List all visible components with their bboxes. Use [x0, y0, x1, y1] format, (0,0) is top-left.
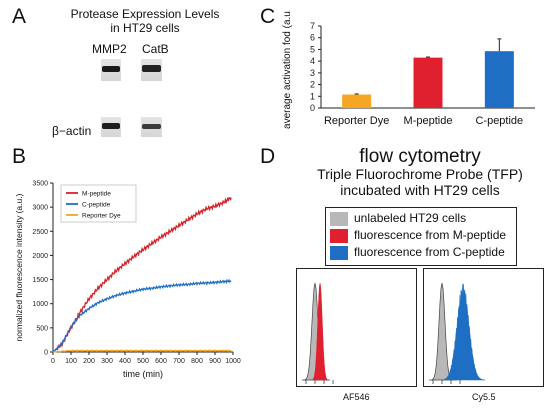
bar-reporter-dye	[342, 94, 372, 108]
bar-y-tick-label: 5	[310, 44, 315, 54]
blot-title-line1: Protease Expression Levels	[70, 7, 220, 21]
flow-subtitle-line1: Triple Fluorochrome Probe (TFP)	[317, 166, 523, 182]
line-x-tick-label: 1000	[225, 358, 241, 365]
blot-row-label-actin: β−actin	[52, 124, 92, 138]
blot-bands	[101, 59, 162, 137]
line-x-tick-label: 700	[173, 358, 185, 365]
line-legend: M-peptide C-peptide Reporter Dye	[60, 184, 137, 223]
bar-category-label: C-peptide	[475, 115, 523, 127]
line-y-tick-label: 3000	[32, 205, 48, 212]
line-y-tick-label: 2500	[32, 229, 48, 236]
line-x-axis-label: time (min)	[123, 369, 163, 379]
flow-xlabel-af546: AF546	[343, 392, 370, 402]
bar-m-peptide	[413, 57, 443, 108]
line-x-tick-label: 400	[119, 358, 131, 365]
bar-y-tick-label: 6	[310, 33, 315, 43]
bar-y-tick-label: 2	[310, 80, 315, 90]
line-y-tick-label: 0	[44, 350, 48, 357]
panel-label-d: D	[260, 145, 276, 168]
blot-col-label-catb: CatB	[142, 42, 169, 56]
line-y-tick-label: 1500	[32, 277, 48, 284]
panel-label-a: A	[12, 5, 27, 28]
bar-y-tick-label: 1	[310, 91, 315, 101]
line-legend-label: C-peptide	[82, 202, 111, 209]
line-series-reporter-dye	[53, 349, 232, 353]
flow-xlabel-cy55: Cy5.5	[472, 392, 496, 402]
blot-band-actin-1	[102, 123, 120, 129]
histogram-labeled-peak	[440, 283, 486, 381]
line-y-tick-label: 500	[36, 325, 48, 332]
bar-y-tick-label: 4	[310, 56, 315, 66]
panel-label-c: C	[260, 5, 276, 28]
flow-subtitle-line2: incubated with HT29 cells	[340, 182, 500, 198]
line-series-c-peptide	[52, 278, 232, 353]
line-x-tick-label: 100	[65, 358, 77, 365]
histogram-labeled-peak	[311, 282, 330, 381]
legend-label-c-peptide: fluorescence from C-peptide	[354, 245, 505, 259]
line-y-tick-label: 2000	[32, 253, 48, 260]
panel-label-b: B	[12, 145, 27, 168]
line-x-tick-label: 600	[155, 358, 167, 365]
line-series-m-peptide	[52, 196, 232, 353]
legend-swatch-m-peptide	[330, 229, 348, 243]
line-x-tick-label: 300	[101, 358, 113, 365]
flow-legend: unlabeled HT29 cells fluorescence from M…	[325, 207, 517, 266]
line-y-tick-label: 3500	[32, 181, 48, 188]
line-x-tick-label: 500	[137, 358, 149, 365]
blot-col-label-mmp2: MMP2	[92, 42, 127, 56]
flow-histogram-af546	[296, 268, 417, 387]
line-y-axis-label: normalized fluorescence intensity (a.u.)	[14, 193, 24, 341]
line-legend-label: Reporter Dye	[82, 213, 121, 220]
bar-category-label: Reporter Dye	[324, 115, 389, 127]
bar-category-label: M-peptide	[404, 115, 453, 127]
bar-y-tick-label: 0	[310, 103, 315, 113]
blot-band-actin-2	[142, 124, 161, 129]
legend-label-unlabeled: unlabeled HT29 cells	[354, 211, 467, 225]
blot-band-catb	[142, 65, 161, 72]
line-x-tick-label: 200	[83, 358, 95, 365]
legend-swatch-c-peptide	[330, 246, 348, 260]
flow-histogram-cy55	[423, 268, 544, 387]
line-x-tick-label: 900	[209, 358, 221, 365]
blot-title-line2: in HT29 cells	[110, 21, 180, 35]
bar-y-axis-label: average activation fod (a.u.)	[282, 10, 293, 129]
legend-label-m-peptide: fluorescence from M-peptide	[354, 228, 507, 242]
bar-y-tick-label: 7	[310, 21, 315, 31]
line-legend-label: M-peptide	[82, 191, 111, 198]
line-chart: 0 500 1000 1500 2000 2500 3000 3500 0 100 200 300 40…	[14, 181, 241, 380]
bar-c-peptide	[484, 51, 514, 108]
bar-y-tick-label: 3	[310, 68, 315, 78]
line-y-tick-label: 1000	[32, 301, 48, 308]
blot-band-mmp2	[102, 66, 120, 72]
flow-title: flow cytometry	[359, 146, 481, 167]
legend-swatch-unlabeled	[330, 212, 348, 226]
line-x-tick-label: 800	[191, 358, 203, 365]
line-x-tick-label: 0	[51, 358, 55, 365]
